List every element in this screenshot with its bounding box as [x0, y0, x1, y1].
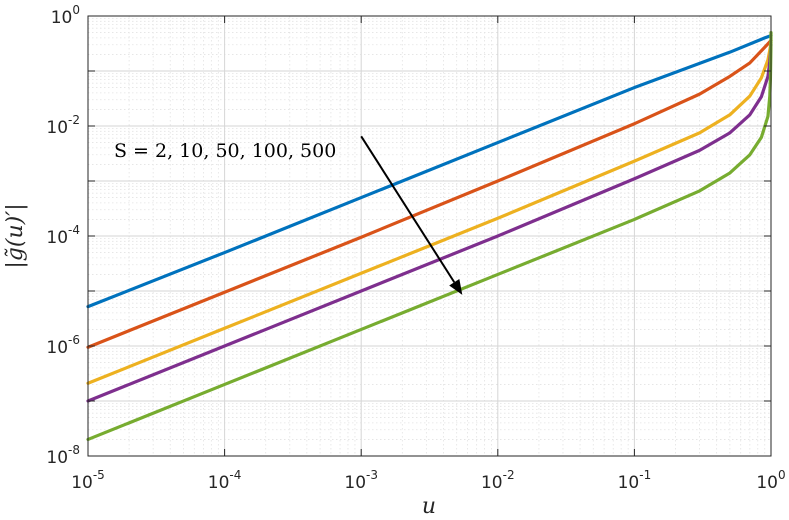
series-line-5: [86, 30, 773, 442]
x-tick-labels: 10-5 10-4 10-3 10-2 10-1 100: [71, 468, 785, 493]
x-tick-exponent: -1: [639, 468, 651, 482]
x-tick-label: 10-4: [208, 468, 242, 493]
y-tick-exponent: -8: [68, 443, 80, 457]
x-tick-label: 10-3: [344, 468, 378, 493]
annotation: S = 2, 10, 50, 100, 500: [114, 135, 463, 295]
annotation-arrow-shaft: [360, 135, 456, 283]
y-tick-label: 10-8: [46, 443, 80, 468]
y-tick-label: 10-4: [46, 223, 80, 248]
y-tick-exponent: 0: [72, 3, 80, 17]
series-layer: [86, 30, 773, 442]
x-tick-exponent: -2: [503, 468, 515, 482]
x-tick-exponent: -5: [93, 468, 105, 482]
y-tick-base: 10: [51, 8, 73, 28]
x-tick-label: 100: [756, 468, 785, 493]
y-tick-base: 10: [46, 118, 68, 138]
y-tick-base: 10: [46, 448, 68, 468]
y-tick-base: 10: [46, 228, 68, 248]
x-tick-label: 10-1: [618, 468, 652, 493]
x-tick-exponent: 0: [778, 468, 786, 482]
y-tick-label: 10-2: [46, 113, 80, 138]
ticks: [87, 15, 772, 457]
y-axis-label: |g̃(u)′|: [3, 203, 28, 268]
annotation-arrow-head: [449, 279, 463, 295]
y-tick-label: 10-6: [46, 333, 80, 358]
y-tick-label: 100: [51, 3, 80, 28]
x-axis-label: u: [422, 494, 436, 519]
x-tick-base: 10: [481, 473, 503, 493]
y-tick-exponent: -2: [68, 113, 80, 127]
series-line-3: [86, 40, 773, 385]
x-tick-label: 10-5: [71, 468, 105, 493]
y-tick-exponent: -4: [68, 223, 80, 237]
x-tick-exponent: -4: [229, 468, 241, 482]
x-tick-base: 10: [344, 473, 366, 493]
x-tick-label: 10-2: [481, 468, 515, 493]
y-tick-exponent: -6: [68, 333, 80, 347]
y-tick-base: 10: [46, 338, 68, 358]
x-tick-exponent: -3: [366, 468, 378, 482]
x-tick-base: 10: [756, 473, 778, 493]
x-tick-base: 10: [618, 473, 640, 493]
series-line-1: [86, 34, 773, 309]
annotation-text: S = 2, 10, 50, 100, 500: [114, 140, 336, 162]
x-tick-base: 10: [208, 473, 230, 493]
series-line-2: [86, 38, 773, 349]
grid: [87, 15, 772, 457]
x-tick-base: 10: [71, 473, 93, 493]
